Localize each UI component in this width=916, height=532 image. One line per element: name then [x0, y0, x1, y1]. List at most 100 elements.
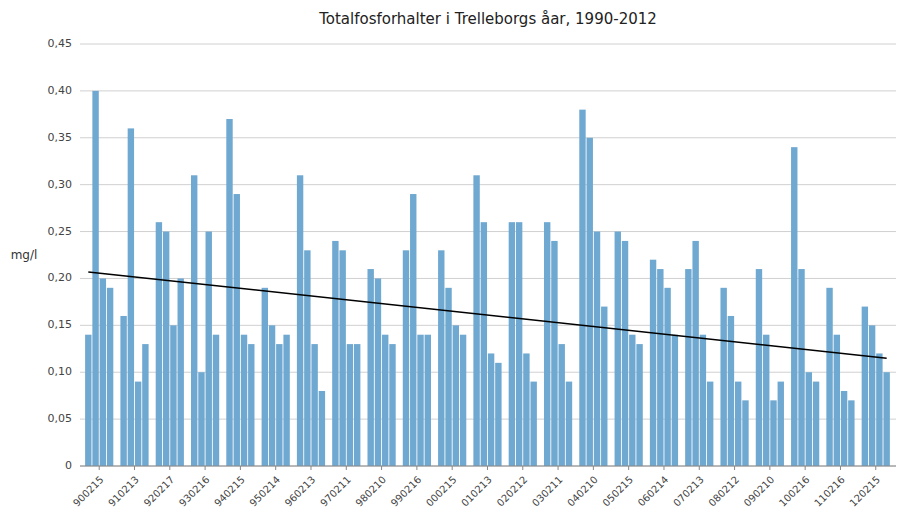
- x-tick: [593, 466, 594, 470]
- bar: [509, 222, 515, 466]
- bar: [728, 316, 734, 466]
- bar: [191, 175, 197, 466]
- bar: [445, 288, 451, 466]
- x-tick: [699, 466, 700, 470]
- bar: [685, 269, 691, 466]
- x-tick: [381, 466, 382, 470]
- grid-line: [80, 231, 896, 232]
- x-tick-label: 970211: [318, 474, 353, 509]
- bar: [778, 382, 784, 466]
- bar: [720, 288, 726, 466]
- plot-area: [85, 91, 890, 466]
- x-tick-label: 930216: [177, 474, 212, 509]
- x-tick-label: 980210: [353, 474, 388, 509]
- bar: [601, 307, 607, 466]
- bar: [241, 335, 247, 466]
- x-tick-label: 990216: [389, 474, 424, 509]
- x-tick-label: 010213: [459, 474, 494, 509]
- bar: [664, 288, 670, 466]
- x-tick-label: 940215: [212, 474, 247, 509]
- bar: [198, 372, 204, 466]
- bar: [339, 250, 345, 466]
- x-tick-label: 960213: [283, 474, 318, 509]
- x-tick: [134, 466, 135, 470]
- bar: [389, 344, 395, 466]
- bar: [135, 382, 141, 466]
- x-axis: 9002159102139202179302169402159502149602…: [71, 466, 896, 509]
- bar: [460, 335, 466, 466]
- bar: [594, 232, 600, 466]
- x-tick: [769, 466, 770, 470]
- bar: [516, 222, 522, 466]
- bar: [304, 250, 310, 466]
- x-tick: [99, 466, 100, 470]
- bar: [672, 335, 678, 466]
- bar: [579, 110, 585, 466]
- bar: [382, 335, 388, 466]
- bar: [92, 91, 98, 466]
- bar: [347, 344, 353, 466]
- y-tick-label: 0,20: [48, 271, 73, 284]
- bar: [297, 175, 303, 466]
- bar: [319, 391, 325, 466]
- bar: [770, 400, 776, 466]
- bar: [615, 232, 621, 466]
- bar: [120, 316, 126, 466]
- bar: [559, 344, 565, 466]
- y-ticks: 00,050,100,150,200,250,300,350,400,45: [48, 37, 73, 472]
- grid-line: [80, 90, 896, 91]
- bar: [841, 391, 847, 466]
- bar: [826, 288, 832, 466]
- y-tick-label: 0,05: [48, 412, 73, 425]
- bar: [636, 344, 642, 466]
- bar: [700, 335, 706, 466]
- bar: [566, 382, 572, 466]
- x-tick: [346, 466, 347, 470]
- bar: [473, 175, 479, 466]
- bar: [410, 194, 416, 466]
- bar: [735, 382, 741, 466]
- bar: [403, 250, 409, 466]
- bar: [170, 325, 176, 466]
- bar: [276, 344, 282, 466]
- grid-line: [80, 184, 896, 185]
- x-tick-label: 090210: [742, 474, 777, 509]
- bar: [756, 269, 762, 466]
- bar: [876, 353, 882, 466]
- x-tick-label: 950214: [247, 474, 282, 509]
- bar: [283, 335, 289, 466]
- x-tick-label: 050215: [600, 474, 635, 509]
- x-tick: [275, 466, 276, 470]
- x-tick: [310, 466, 311, 470]
- grid-line: [80, 137, 896, 138]
- y-tick-label: 0,15: [48, 318, 73, 331]
- x-tick: [452, 466, 453, 470]
- x-axis-line: [80, 466, 896, 467]
- grid-line: [80, 278, 896, 279]
- bar: [332, 241, 338, 466]
- x-tick-label: 100216: [777, 474, 812, 509]
- x-tick-label: 080212: [706, 474, 741, 509]
- y-tick-label: 0,35: [48, 131, 73, 144]
- bar: [523, 353, 529, 466]
- bar: [453, 325, 459, 466]
- grid-line: [80, 44, 896, 45]
- bar: [862, 307, 868, 466]
- bar: [791, 147, 797, 466]
- x-tick: [663, 466, 664, 470]
- bar: [834, 335, 840, 466]
- bar: [438, 250, 444, 466]
- x-tick-label: 000215: [424, 474, 459, 509]
- grid: [80, 44, 896, 466]
- x-tick: [558, 466, 559, 470]
- x-tick-label: 920217: [142, 474, 177, 509]
- x-tick-label: 910213: [106, 474, 141, 509]
- bar: [629, 335, 635, 466]
- trend-line: [88, 272, 886, 358]
- y-tick-label: 0,25: [48, 225, 73, 238]
- bar: [262, 288, 268, 466]
- bar: [163, 232, 169, 466]
- bar: [622, 241, 628, 466]
- bar: [156, 222, 162, 466]
- bar: [692, 241, 698, 466]
